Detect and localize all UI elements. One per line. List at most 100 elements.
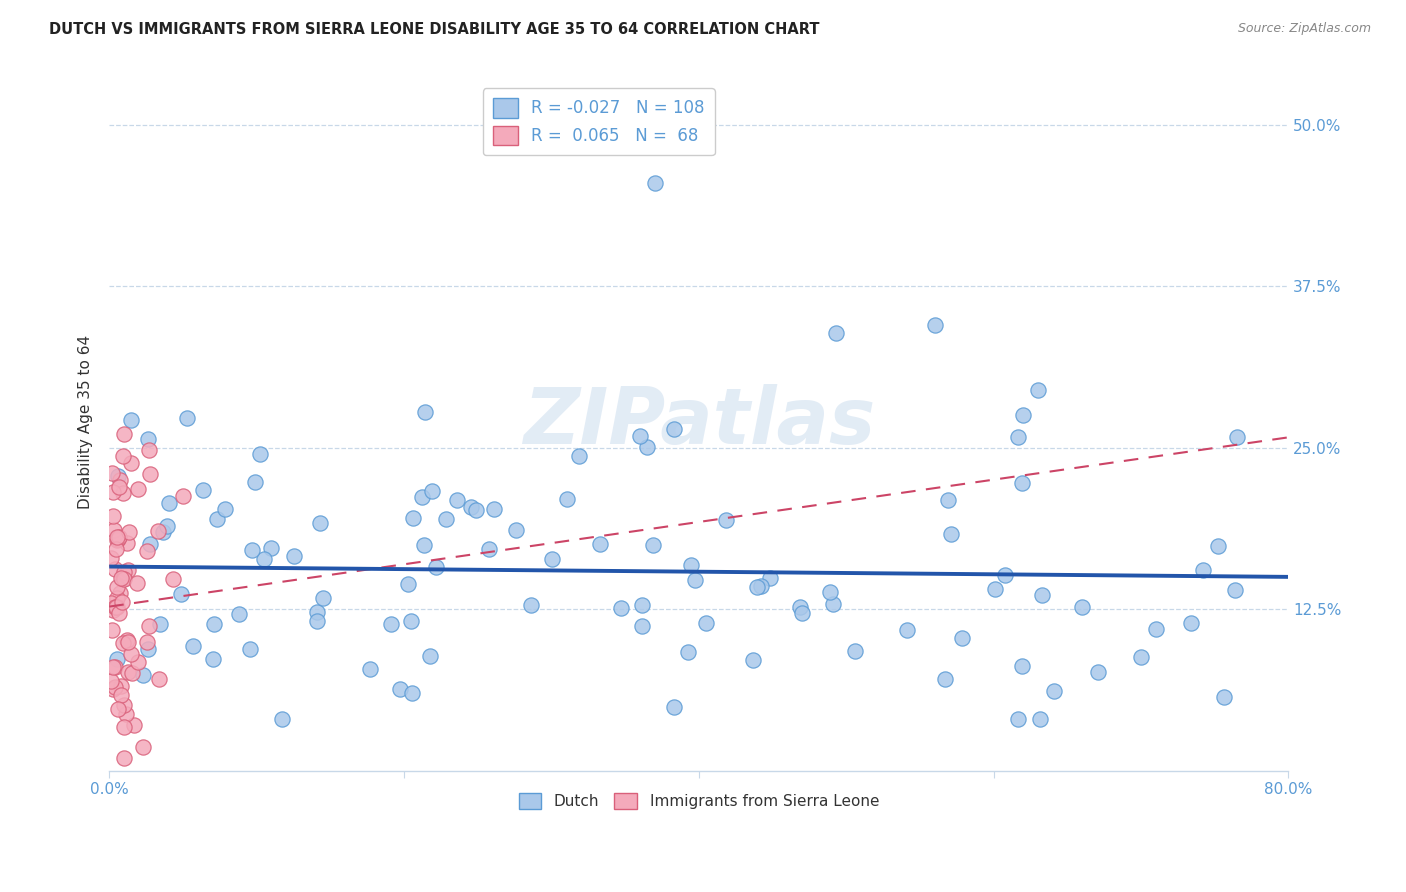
Point <box>818 584 841 599</box>
Point <box>1192 563 1215 577</box>
Point <box>110 571 132 585</box>
Point <box>683 573 706 587</box>
Point <box>107 702 129 716</box>
Point <box>482 501 505 516</box>
Point <box>631 598 654 612</box>
Point <box>249 447 271 461</box>
Point <box>176 411 198 425</box>
Point <box>679 558 702 572</box>
Point <box>399 614 422 628</box>
Point <box>380 617 402 632</box>
Point <box>676 645 699 659</box>
Point <box>104 541 127 556</box>
Point <box>138 443 160 458</box>
Point <box>105 600 128 615</box>
Point <box>108 473 131 487</box>
Point <box>117 563 139 577</box>
Point <box>641 538 664 552</box>
Point <box>402 511 425 525</box>
Point <box>1012 408 1035 422</box>
Point <box>628 429 651 443</box>
Point <box>239 641 262 656</box>
Point <box>112 449 135 463</box>
Point <box>104 681 127 695</box>
Point <box>101 603 124 617</box>
Point <box>107 532 129 546</box>
Point <box>103 599 125 614</box>
Point <box>110 688 132 702</box>
Point <box>934 673 956 687</box>
Point <box>111 573 134 587</box>
Point <box>157 496 180 510</box>
Point <box>110 679 132 693</box>
Point <box>111 486 134 500</box>
Point <box>425 559 447 574</box>
Point <box>152 524 174 539</box>
Point <box>283 549 305 563</box>
Point <box>108 586 131 600</box>
Point <box>1087 665 1109 680</box>
Point <box>112 751 135 765</box>
Point <box>936 492 959 507</box>
Point <box>411 490 433 504</box>
Point <box>101 624 124 638</box>
Point <box>1070 599 1092 614</box>
Point <box>104 562 127 576</box>
Point <box>172 489 194 503</box>
Point <box>146 524 169 539</box>
Point <box>170 587 193 601</box>
Point <box>120 413 142 427</box>
Point <box>1011 476 1033 491</box>
Point <box>105 591 128 606</box>
Text: ZIPatlas: ZIPatlas <box>523 384 875 460</box>
Point <box>924 318 946 332</box>
Point <box>662 422 685 436</box>
Point <box>460 500 482 514</box>
Point <box>112 698 135 712</box>
Point <box>228 607 250 621</box>
Point <box>103 509 125 524</box>
Point <box>121 665 143 680</box>
Point <box>1031 589 1053 603</box>
Point <box>181 640 204 654</box>
Point <box>104 660 127 674</box>
Point <box>115 706 138 721</box>
Point <box>112 427 135 442</box>
Point <box>136 432 159 446</box>
Point <box>105 580 128 594</box>
Text: DUTCH VS IMMIGRANTS FROM SIERRA LEONE DISABILITY AGE 35 TO 64 CORRELATION CHART: DUTCH VS IMMIGRANTS FROM SIERRA LEONE DI… <box>49 22 820 37</box>
Point <box>1223 582 1246 597</box>
Point <box>401 686 423 700</box>
Point <box>112 572 135 586</box>
Point <box>1206 539 1229 553</box>
Point <box>1213 690 1236 705</box>
Point <box>132 668 155 682</box>
Point <box>1130 650 1153 665</box>
Point <box>589 537 612 551</box>
Point <box>695 615 717 630</box>
Point <box>844 644 866 658</box>
Point <box>420 484 443 499</box>
Point <box>644 176 666 190</box>
Point <box>127 655 149 669</box>
Point <box>112 720 135 734</box>
Point <box>136 641 159 656</box>
Point <box>100 551 122 566</box>
Point <box>419 648 441 663</box>
Point <box>139 467 162 481</box>
Point <box>541 552 564 566</box>
Point <box>156 519 179 533</box>
Point <box>148 672 170 686</box>
Point <box>568 449 591 463</box>
Point <box>270 712 292 726</box>
Point <box>1226 430 1249 444</box>
Point <box>162 573 184 587</box>
Point <box>825 326 848 341</box>
Point <box>118 524 141 539</box>
Point <box>108 607 131 621</box>
Point <box>120 648 142 662</box>
Point <box>413 404 436 418</box>
Point <box>896 623 918 637</box>
Point <box>117 633 139 648</box>
Point <box>100 673 122 688</box>
